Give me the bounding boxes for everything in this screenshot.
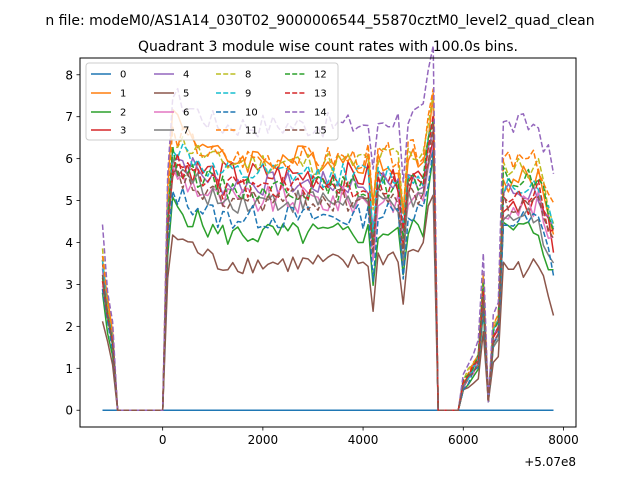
legend-label-6: 6 [183,108,189,119]
x-tick-label: 2000 [248,433,279,447]
x-offset-label: +5.07e8 [524,455,576,469]
legend-label-7: 7 [183,126,189,137]
legend-label-14: 14 [314,108,327,119]
legend-label-13: 13 [314,89,327,100]
legend-frame [85,62,339,141]
y-tick-label: 2 [65,320,73,334]
legend-label-9: 9 [245,89,251,100]
x-tick-label: 8000 [548,433,579,447]
legend-label-15: 15 [314,126,327,137]
legend-label-4: 4 [183,70,189,81]
y-tick-label: 6 [65,152,73,166]
x-tick-label: 4000 [348,433,379,447]
x-axis: 0 2000 4000 6000 8000 [159,427,579,447]
legend-label-11: 11 [245,126,258,137]
series-line-2 [101,154,554,411]
y-tick-label: 7 [65,110,73,124]
x-tick-label: 0 [159,433,167,447]
y-axis: 0 1 2 3 4 5 6 7 8 [65,68,80,418]
plot-lines [101,45,555,411]
legend-label-1: 1 [120,89,126,100]
legend-label-12: 12 [314,70,327,81]
chart-title: Quadrant 3 module wise count rates with … [138,39,518,55]
series-line-10 [101,149,555,411]
figure-suptitle: n file: modeM0/AS1A14_030T02_9000006544_… [45,13,594,29]
series-line-13 [101,114,554,411]
y-tick-label: 1 [65,362,73,376]
legend-label-2: 2 [120,108,126,119]
y-tick-label: 0 [65,404,73,418]
y-tick-label: 5 [65,194,73,208]
y-tick-label: 8 [65,68,73,82]
series-line-7 [101,150,555,411]
y-tick-label: 3 [65,278,73,292]
y-tick-label: 4 [65,236,73,250]
series-line-5 [101,194,555,411]
legend-label-0: 0 [120,70,126,81]
legend-label-10: 10 [245,108,258,119]
x-tick-label: 6000 [448,433,479,447]
legend-label-8: 8 [245,70,251,81]
legend-label-5: 5 [183,89,189,100]
legend-label-3: 3 [120,126,126,137]
series-line-15 [101,123,555,411]
